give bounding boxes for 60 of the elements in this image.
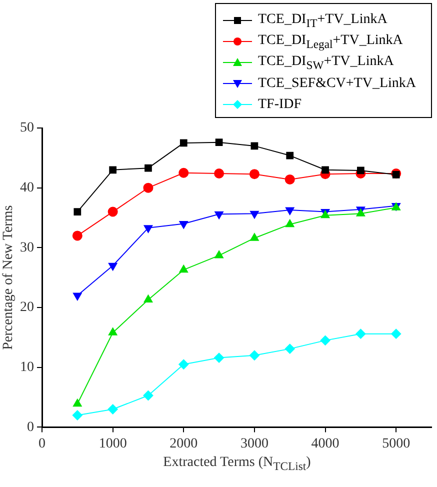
point: [391, 328, 402, 339]
point: [109, 166, 116, 174]
point: [214, 211, 224, 220]
y-tick-label: 50: [20, 120, 34, 136]
x-tick-label: 1000: [98, 436, 127, 452]
point: [249, 169, 260, 180]
point: [144, 225, 153, 233]
point: [214, 250, 224, 258]
point: [250, 233, 259, 241]
point: [178, 359, 189, 370]
y-tick-label: 30: [20, 240, 34, 256]
point: [249, 350, 260, 360]
point: [286, 152, 294, 160]
point: [285, 219, 294, 228]
y-tick-label: 20: [20, 300, 34, 316]
y-tick-label: 0: [27, 420, 34, 435]
point: [214, 168, 224, 178]
point: [178, 168, 189, 178]
point: [180, 139, 188, 147]
point: [108, 206, 118, 217]
point: [285, 207, 294, 215]
y-tick-label: 40: [20, 180, 34, 196]
point: [108, 328, 118, 336]
x-tick-label: 2000: [170, 436, 198, 452]
point: [356, 328, 366, 339]
legend-label: TCE_DI$_{SW}$+TV_LinkA: [258, 54, 394, 72]
point: [144, 294, 153, 302]
point: [214, 352, 224, 363]
point: [320, 335, 330, 346]
x-tick-label: 5000: [382, 436, 410, 452]
point: [284, 174, 295, 184]
point: [108, 262, 118, 271]
point: [284, 344, 295, 354]
x-axis-title: Extracted Terms (N$_{TCList}$): [163, 455, 311, 473]
point: [143, 182, 154, 193]
point: [108, 404, 118, 414]
x-tick-label: 3000: [240, 436, 268, 452]
legend-label: TCE_DI$_{IT}$+TV_LinkA: [258, 12, 388, 30]
y-axis-title: Percentage of New Terms: [1, 205, 16, 350]
point: [179, 264, 188, 273]
point: [74, 208, 82, 216]
point: [72, 230, 82, 241]
point: [73, 398, 82, 407]
point: [357, 166, 364, 174]
legend-label: TCE_SEF&CV+TV_LinkA: [258, 76, 416, 92]
point: [73, 292, 82, 301]
point: [143, 390, 154, 400]
point: [179, 220, 188, 229]
point: [322, 166, 329, 174]
point: [144, 164, 152, 172]
point: [250, 142, 258, 150]
y-tick-label: 10: [20, 360, 34, 376]
point: [392, 170, 400, 178]
point: [250, 210, 259, 219]
point: [215, 138, 223, 146]
x-tick-label: 4000: [311, 436, 340, 452]
point: [72, 410, 82, 420]
legend-label: TF-IDF: [258, 96, 302, 112]
x-tick-label: 0: [38, 436, 46, 452]
legend-label: TCE_DI$_{Legal}$+TV_LinkA: [258, 32, 403, 50]
